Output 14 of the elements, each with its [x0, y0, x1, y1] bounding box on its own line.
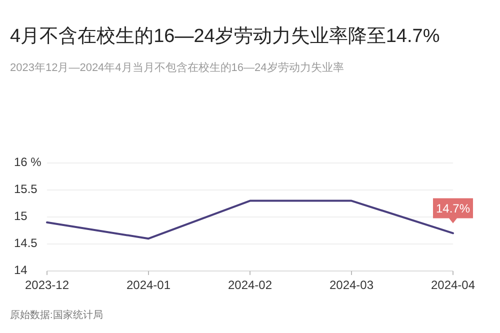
- y-tick-label: 14.5: [14, 236, 38, 250]
- chart-subtitle: 2023年12月—2024年4月当月不包含在校生的16—24岁劳动力失业率: [10, 61, 344, 74]
- y-tick-label: 14: [14, 263, 28, 278]
- x-tick-label: 2024-04: [430, 278, 476, 292]
- x-tick-label: 2023-12: [24, 278, 70, 292]
- x-tick-label: 2024-02: [228, 278, 272, 292]
- text: 原始数据:国家统计局: [10, 309, 103, 321]
- y-tick-label: 15.5: [14, 182, 38, 196]
- y-tick-label: 16 %: [14, 155, 42, 170]
- chart-title: 4月不含在校生的16—24岁劳动力失业率降至14.7%: [10, 25, 440, 47]
- x-tick-label: 2024-03: [329, 278, 374, 292]
- data-label: 14.7%: [436, 201, 470, 216]
- y-tick-label: 15: [14, 209, 28, 224]
- x-tick-label: 2024-01: [126, 278, 171, 292]
